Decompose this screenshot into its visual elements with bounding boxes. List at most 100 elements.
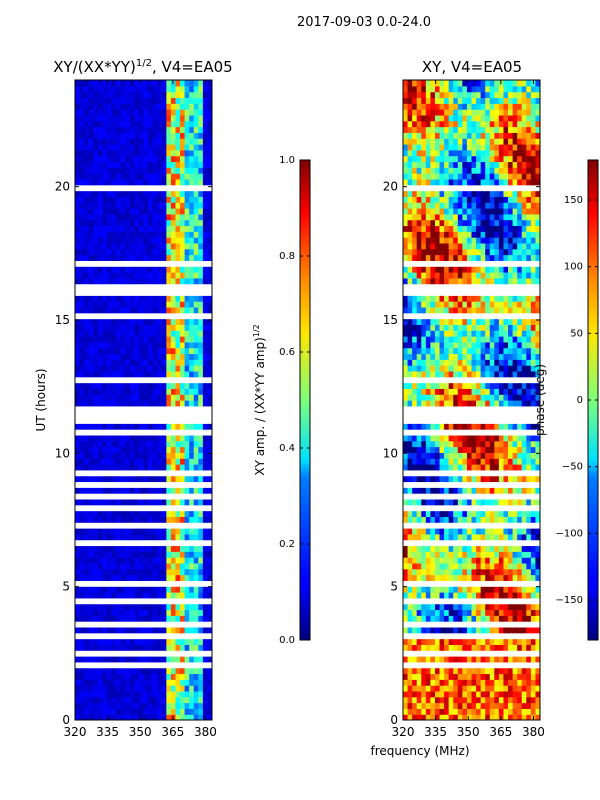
heatmap-cell xyxy=(457,696,463,704)
heatmap-cell xyxy=(143,551,149,558)
heatmap-cell xyxy=(425,609,431,616)
heatmap-cell xyxy=(471,580,477,587)
heatmap-cell xyxy=(425,405,431,413)
heatmap-cell xyxy=(79,708,85,715)
heatmap-cell xyxy=(143,644,149,651)
heatmap-cell xyxy=(180,306,186,314)
heatmap-cell xyxy=(466,498,473,506)
heatmap-cell xyxy=(106,289,113,296)
heatmap-cell xyxy=(175,289,181,296)
heatmap-cell xyxy=(494,574,500,581)
heatmap-cell xyxy=(143,609,149,616)
heatmap-cell xyxy=(498,592,505,599)
heatmap-cell xyxy=(143,400,149,407)
heatmap-cell xyxy=(184,673,190,680)
heatmap-cell xyxy=(116,144,122,151)
heatmap-cell xyxy=(430,411,436,419)
heatmap-cell xyxy=(148,702,154,709)
heatmap-cell xyxy=(97,289,103,296)
heatmap-cell xyxy=(106,690,113,698)
heatmap-cell xyxy=(170,458,177,465)
heatmap-cell xyxy=(138,248,145,256)
heatmap-cell xyxy=(134,341,140,349)
heatmap-cell xyxy=(407,708,413,715)
heatmap-cell xyxy=(535,493,540,500)
heatmap-cell xyxy=(143,592,149,599)
heatmap-cell xyxy=(120,510,126,517)
heatmap-cell xyxy=(111,562,117,570)
heatmap-cell xyxy=(116,452,122,459)
heatmap-cell xyxy=(134,394,140,401)
heatmap-cell xyxy=(75,114,81,122)
heatmap-cell xyxy=(444,469,450,477)
heatmap-cell xyxy=(106,231,113,238)
heatmap-cell xyxy=(116,289,122,296)
heatmap-cell xyxy=(143,510,149,517)
heatmap-cell xyxy=(184,580,190,587)
heatmap-cell xyxy=(202,144,209,151)
heatmap-cell xyxy=(476,626,482,634)
heatmap-cell xyxy=(143,690,149,698)
heatmap-cell xyxy=(466,562,473,570)
heatmap-cell xyxy=(129,644,135,651)
heatmap-cell xyxy=(75,318,81,325)
heatmap-cell xyxy=(84,522,90,529)
heatmap-cell xyxy=(526,615,532,622)
heatmap-cell xyxy=(444,481,450,488)
heatmap-cell xyxy=(434,498,441,506)
heatmap-cell xyxy=(434,557,441,564)
heatmap-cell xyxy=(184,126,190,133)
heatmap-cell xyxy=(125,382,131,389)
heatmap-cell xyxy=(512,615,518,622)
heatmap-cell xyxy=(84,161,90,168)
heatmap-cell xyxy=(129,673,135,680)
heatmap-cell xyxy=(430,597,436,605)
heatmap-cell xyxy=(143,109,149,116)
heatmap-cell xyxy=(143,85,149,93)
heatmap-cell xyxy=(489,557,495,564)
heatmap-cell xyxy=(535,464,540,471)
heatmap-cell xyxy=(448,679,454,686)
heatmap-cell xyxy=(530,690,537,698)
heatmap-cell xyxy=(193,295,199,302)
heatmap-cell xyxy=(134,196,140,203)
heatmap-cell xyxy=(180,242,186,250)
heatmap-cell xyxy=(175,213,181,221)
heatmap-cell xyxy=(157,97,163,104)
heatmap-cell xyxy=(166,376,172,384)
heatmap-cell xyxy=(79,167,85,174)
heatmap-cell xyxy=(471,650,477,657)
heatmap-cell xyxy=(120,621,126,628)
heatmap-cell xyxy=(79,493,85,500)
heatmap-cell xyxy=(161,510,167,517)
heatmap-cell xyxy=(111,597,117,605)
heatmap-cell xyxy=(125,248,131,256)
heatmap-cell xyxy=(498,603,505,611)
heatmap-cell xyxy=(134,516,140,523)
heatmap-cell xyxy=(189,522,195,529)
heatmap-cell xyxy=(143,184,149,192)
heatmap-cell xyxy=(134,475,140,483)
heatmap-cell xyxy=(75,516,81,523)
heatmap-cell xyxy=(508,411,514,419)
heatmap-cell xyxy=(116,149,122,157)
heatmap-cell xyxy=(152,702,158,709)
heatmap-cell xyxy=(166,498,172,506)
heatmap-cell xyxy=(129,237,135,244)
heatmap-cell xyxy=(526,562,532,570)
heatmap-cell xyxy=(180,155,186,163)
heatmap-cell xyxy=(494,452,500,459)
heatmap-cell xyxy=(84,144,90,151)
heatmap-cell xyxy=(403,586,409,593)
heatmap-cell xyxy=(143,289,149,296)
heatmap-cell xyxy=(111,702,117,709)
heatmap-cell xyxy=(180,91,186,99)
heatmap-cell xyxy=(517,638,523,645)
heatmap-cell xyxy=(202,359,209,366)
heatmap-cell xyxy=(489,551,495,558)
left-colorbar-gradient xyxy=(299,159,311,641)
heatmap-cell xyxy=(106,353,113,360)
heatmap-cell xyxy=(148,690,154,698)
heatmap-cell xyxy=(453,429,459,436)
heatmap-cell xyxy=(157,103,163,110)
